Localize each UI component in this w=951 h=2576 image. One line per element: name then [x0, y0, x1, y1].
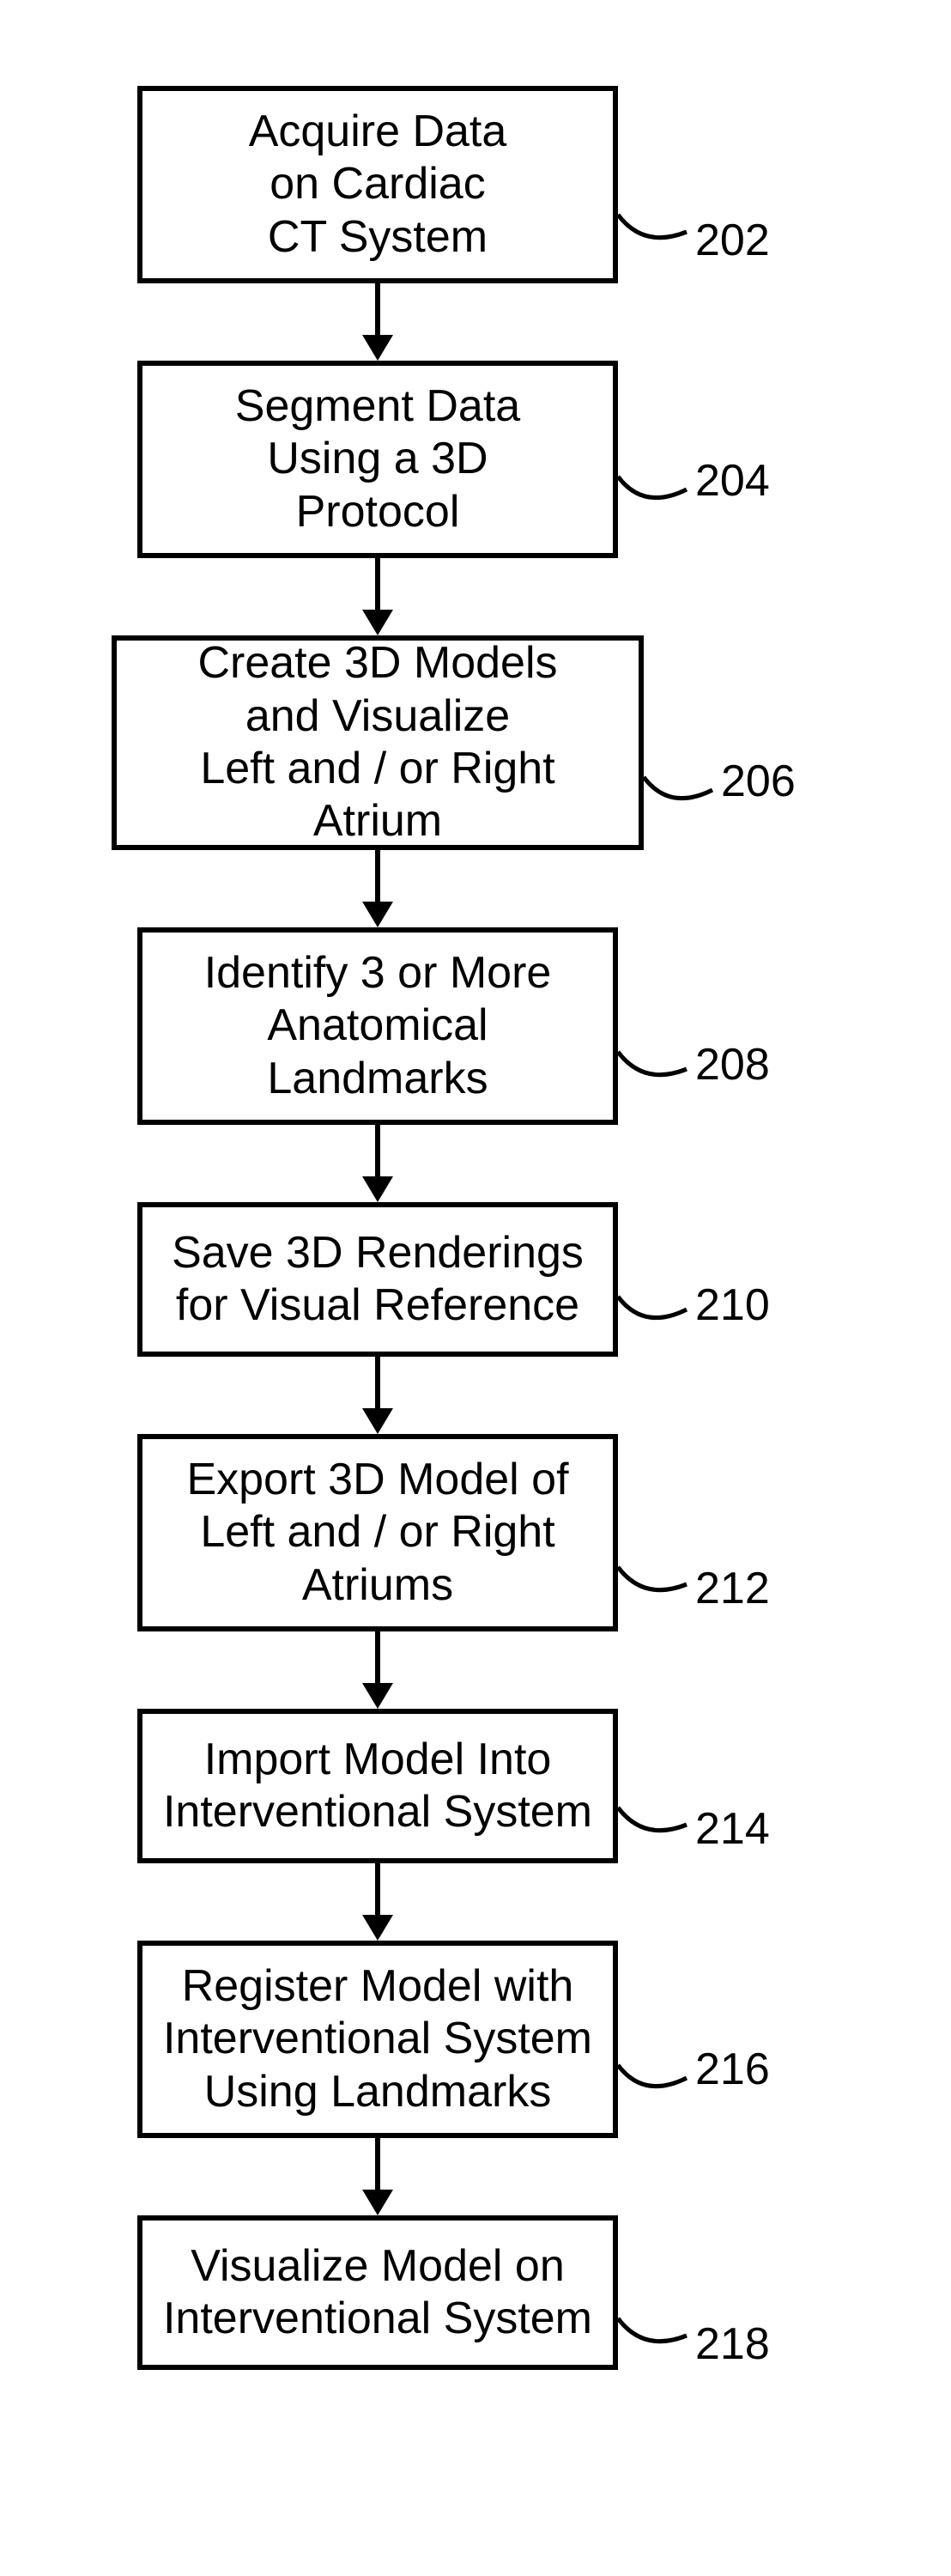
arrow-line — [375, 850, 380, 903]
ref-label-210: 210 — [695, 1279, 770, 1331]
ref-leader-curve — [618, 1799, 695, 1850]
arrow-head-icon — [362, 610, 393, 635]
ref-leader-curve — [618, 206, 695, 258]
ref-label-212: 212 — [695, 1563, 770, 1614]
arrow-line — [375, 2138, 380, 2191]
arrow-line — [375, 1863, 380, 1917]
arrow-head-icon — [362, 1683, 393, 1709]
ref-label-218: 218 — [695, 2318, 770, 2370]
ref-leader-curve — [618, 468, 695, 519]
arrow-head-icon — [362, 1408, 393, 1434]
ref-label-204: 204 — [695, 455, 770, 507]
arrow-head-icon — [362, 335, 393, 361]
flow-node-segment-data: Segment DataUsing a 3DProtocol — [137, 361, 618, 558]
ref-label-206: 206 — [721, 756, 796, 807]
flow-node-text: Segment DataUsing a 3DProtocol — [235, 380, 520, 538]
flowchart-canvas: Acquire Dataon CardiacCT System 202 Segm… — [0, 0, 951, 2576]
arrow-head-icon — [362, 1176, 393, 1202]
ref-leader-curve — [618, 1043, 695, 1095]
arrow-head-icon — [362, 902, 393, 927]
arrow-line — [375, 1631, 380, 1685]
ref-label-202: 202 — [695, 215, 770, 266]
ref-leader-curve — [618, 1558, 695, 1610]
flow-node-acquire-data: Acquire Dataon CardiacCT System — [137, 86, 618, 283]
flow-node-identify-landmarks: Identify 3 or MoreAnatomicalLandmarks — [137, 927, 618, 1125]
arrow-line — [375, 1357, 380, 1410]
flow-node-save-renderings: Save 3D Renderingsfor Visual Reference — [137, 1202, 618, 1357]
flow-node-register-model: Register Model withInterventional System… — [137, 1941, 618, 2138]
flow-node-text: Export 3D Model ofLeft and / or RightAtr… — [186, 1454, 568, 1612]
flow-node-text: Acquire Dataon CardiacCT System — [249, 106, 507, 264]
ref-label-216: 216 — [695, 2044, 770, 2095]
flow-node-text: Save 3D Renderingsfor Visual Reference — [172, 1227, 584, 1333]
arrow-head-icon — [362, 2190, 393, 2215]
flow-node-text: Identify 3 or MoreAnatomicalLandmarks — [204, 947, 552, 1105]
flow-node-text: Register Model withInterventional System… — [163, 1960, 592, 2118]
ref-leader-curve — [618, 2310, 695, 2361]
flow-node-text: Visualize Model onInterventional System — [163, 2240, 592, 2346]
flow-node-export-model: Export 3D Model ofLeft and / or RightAtr… — [137, 1434, 618, 1631]
flow-node-visualize-model: Visualize Model onInterventional System — [137, 2215, 618, 2370]
flow-node-text: Create 3D Modelsand VisualizeLeft and / … — [134, 637, 621, 848]
ref-leader-curve — [618, 1288, 695, 1340]
ref-label-208: 208 — [695, 1039, 770, 1091]
flow-node-create-3d-models: Create 3D Modelsand VisualizeLeft and / … — [112, 635, 644, 850]
flow-node-text: Import Model IntoInterventional System — [163, 1734, 592, 1839]
flow-node-import-model: Import Model IntoInterventional System — [137, 1709, 618, 1863]
arrow-line — [375, 558, 380, 611]
arrow-head-icon — [362, 1915, 393, 1941]
ref-leader-curve — [618, 2057, 695, 2108]
arrow-line — [375, 1125, 380, 1178]
ref-leader-curve — [644, 769, 721, 820]
arrow-line — [375, 283, 380, 337]
ref-label-214: 214 — [695, 1803, 770, 1855]
